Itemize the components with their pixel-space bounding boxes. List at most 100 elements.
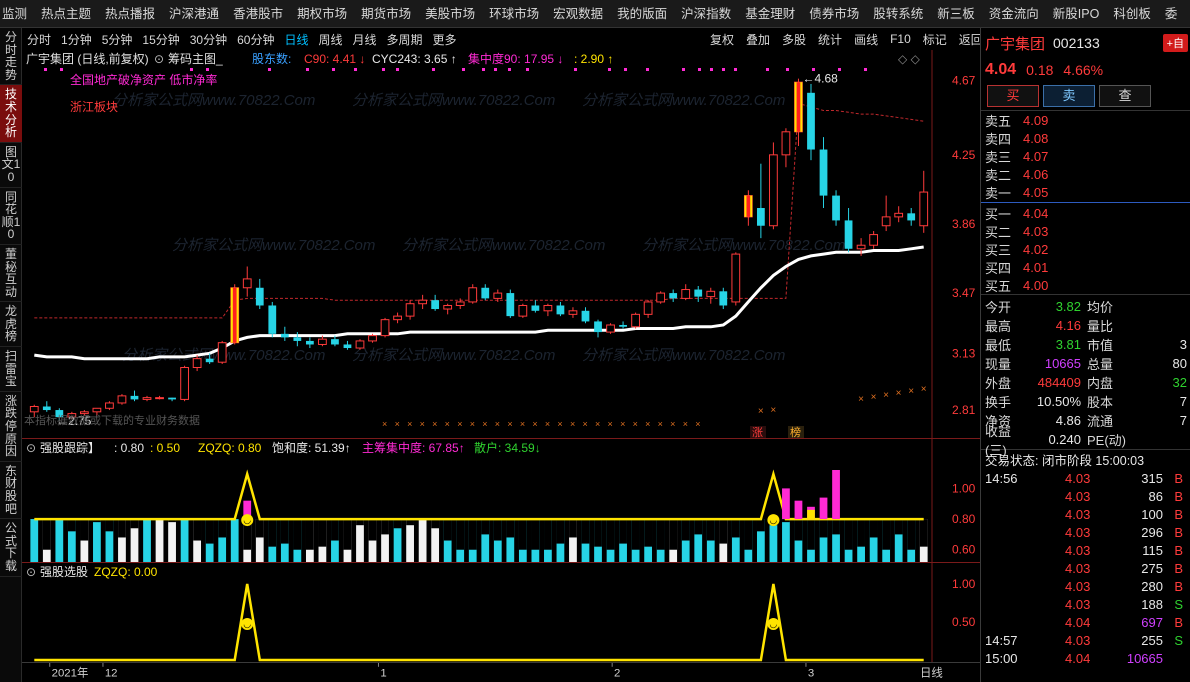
timeframe-tab[interactable]: 月线	[352, 32, 377, 47]
orderbook-label: 卖一	[985, 185, 1012, 201]
left-tab[interactable]: 董秘互动	[0, 245, 22, 303]
top-menu-item[interactable]: 热点播报	[105, 6, 156, 21]
timeframe-tab[interactable]: 1分钟	[61, 32, 92, 47]
top-menu-item[interactable]: 新股IPO	[1052, 6, 1100, 21]
price-axis-label: 3.47	[952, 286, 976, 300]
left-tab[interactable]: 扫雷宝	[0, 347, 22, 392]
indicator-bar	[406, 519, 414, 562]
top-menu-item[interactable]: 期货市场	[361, 6, 412, 21]
top-menu-item[interactable]: 资金流向	[988, 6, 1039, 21]
top-menu-item[interactable]: 宏观数据	[553, 6, 604, 21]
timeframe-tab[interactable]: 周线	[318, 32, 343, 47]
signal-cross: ×	[883, 390, 889, 401]
chart-tool-button[interactable]: 返回	[958, 32, 983, 47]
timeframe-tab[interactable]: 15分钟	[142, 32, 180, 47]
buy-button[interactable]: 买	[987, 85, 1039, 107]
chart-tool-button[interactable]: F10	[890, 32, 911, 46]
candle-body	[393, 315, 402, 321]
smiley-face: ◡	[769, 619, 777, 629]
indicator-bar-gap	[493, 519, 502, 541]
top-menu-item[interactable]: 基金理财	[745, 6, 796, 21]
top-menu-item[interactable]: 科创板	[1113, 6, 1151, 21]
top-menu-item[interactable]: 新三板	[937, 6, 975, 21]
signal-line	[34, 583, 924, 662]
indicator-bar-gap	[569, 519, 577, 538]
indicator-bar	[255, 519, 264, 562]
left-tab[interactable]: 分时走势	[0, 28, 22, 86]
signal-cross: ×	[695, 419, 700, 429]
indicator-bar-gap	[130, 519, 139, 529]
main-price-chart[interactable]: 分析家公式网www.70822.Com 分析家公式网www.70822.Com 分析…	[22, 50, 980, 438]
indicator-bar-gap	[681, 519, 690, 541]
zqzq-value: ZQZQ: 0.00	[94, 565, 158, 579]
timeframe-tab[interactable]: 日线	[284, 32, 309, 47]
chart-tool-button[interactable]: 多股	[782, 32, 807, 47]
top-menu-item[interactable]: 我的版面	[617, 6, 668, 21]
top-menu-item[interactable]: 美股市场	[425, 6, 476, 21]
saturation-value: 饱和度: 51.39↑	[272, 440, 351, 455]
stat-value: 4.86	[1055, 413, 1081, 428]
left-tab[interactable]: 同花顺10	[0, 188, 22, 245]
top-menu-item[interactable]: 沪深港通	[169, 6, 220, 21]
add-favorite-button[interactable]: +自	[1162, 34, 1188, 52]
watermark: 分析家公式网www.70822.Com	[172, 237, 375, 254]
smiley-icon	[241, 514, 254, 527]
top-menu-item[interactable]: 香港股市	[233, 6, 284, 21]
top-menu-item[interactable]: 热点主题	[41, 6, 92, 21]
tick-row: 4.03 86 B	[981, 487, 1190, 505]
left-tab[interactable]: 龙虎榜	[0, 302, 22, 348]
orderbook-price: 4.06	[1023, 166, 1049, 182]
query-button[interactable]: 查	[1099, 85, 1151, 107]
candle-body	[781, 131, 791, 156]
chart-title: 广宇集团 (日线,前复权)	[26, 51, 149, 66]
left-tab[interactable]: 东财股吧	[0, 462, 22, 520]
candle-body	[205, 358, 214, 363]
left-tab[interactable]: 公式下载	[0, 519, 22, 577]
signal-cross: ×	[871, 392, 877, 403]
orderbook-row: 卖二 4.06	[981, 165, 1190, 183]
stat-value: 10.50%	[1036, 394, 1081, 409]
stock-stats: 今开 3.82 均价 最高 4.16 量比 最低 3.81 市值 3 现量 10665 总量 80 外盘 48…	[981, 294, 1190, 458]
timeframe-tab[interactable]: 多周期	[386, 32, 423, 47]
top-menu-item[interactable]: 沪深指数	[681, 6, 732, 21]
indicator-bar-gap	[644, 519, 653, 547]
left-tab-strip: 分时走势 技术分析 图文10 同花顺10 董秘互动 龙虎榜 扫雷宝 涨跌停原因 东财股吧 公式下载	[0, 28, 22, 682]
candle-body	[180, 367, 189, 400]
indicator-pane-strong-select[interactable]: ⊙ 强股选股 ZQZQ: 0.00 1.00 0.50 ◡ ◡	[22, 562, 980, 662]
signal-cross: ×	[633, 419, 638, 429]
candle-body	[105, 402, 114, 409]
timeframe-tab[interactable]: 更多	[432, 32, 457, 47]
top-menu-item[interactable]: 标	[1184, 0, 1190, 27]
orderbook-row: 买四 4.01	[981, 258, 1190, 276]
sell-button[interactable]: 卖	[1043, 85, 1095, 107]
chart-tool-button[interactable]: 画线	[854, 32, 879, 47]
chart-tool-button[interactable]: 复权	[710, 32, 735, 47]
left-tab[interactable]: 技术分析	[0, 85, 22, 143]
chart-tool-button[interactable]: 标记	[922, 32, 947, 47]
signal-cross: ×	[395, 419, 400, 429]
left-tab[interactable]: 图文10	[0, 143, 22, 188]
indicator-pane-strong-track[interactable]: ⊙ 强股跟踪】: 0.80: 0.50 ZQZQ: 0.80 饱和度: 51.39↑ 主…	[22, 438, 980, 562]
tick-direction: B	[1174, 506, 1183, 522]
top-menu-item[interactable]: 期权市场	[297, 6, 348, 21]
tick-time: 15:00	[985, 650, 1018, 666]
top-menu-item[interactable]: 委	[1164, 6, 1178, 21]
orderbook-row: 卖五 4.09	[981, 111, 1190, 129]
timeframe-tab[interactable]: 分时	[27, 32, 52, 47]
top-menu-item[interactable]: 环球市场	[489, 6, 540, 21]
tick-volume: 10665	[1126, 650, 1163, 666]
timeframe-tab[interactable]: 60分钟	[237, 32, 275, 47]
candle-body	[405, 303, 415, 317]
left-tab[interactable]: 涨跌停原因	[0, 392, 22, 462]
top-marker	[268, 68, 271, 71]
candle-body	[506, 293, 515, 317]
indicator-bar-gap	[218, 519, 227, 538]
top-menu-item[interactable]: 债券市场	[809, 6, 860, 21]
top-marker	[526, 68, 529, 71]
top-menu-item[interactable]: 监测	[2, 6, 28, 21]
top-menu-item[interactable]: 股转系统	[873, 6, 924, 21]
chart-tool-button[interactable]: 叠加	[746, 32, 771, 47]
chart-tool-button[interactable]: 统计	[818, 32, 843, 47]
timeframe-tab[interactable]: 30分钟	[189, 32, 228, 47]
timeframe-tab[interactable]: 5分钟	[101, 32, 133, 47]
